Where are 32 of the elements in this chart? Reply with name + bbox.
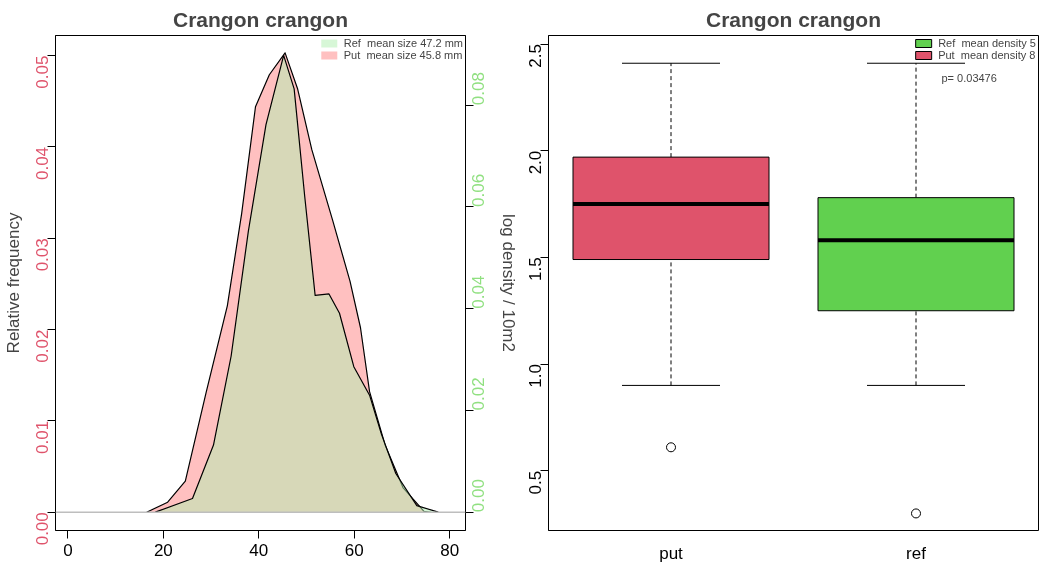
legend-label: Ref mean size 47.2 mm <box>343 37 463 49</box>
y2-tick-label: 0.02 <box>469 377 489 411</box>
legend-label: Put mean size 45.8 mm <box>343 49 463 61</box>
y-tick-label: 0.5 <box>526 470 546 495</box>
y2-axis-title: log density / 10m2 <box>498 214 518 352</box>
x-tick-label: 60 <box>344 540 364 560</box>
y-tick-label: 0.05 <box>33 55 53 89</box>
x-tick-label: 80 <box>440 540 460 560</box>
y-tick-label: 0.01 <box>33 420 53 454</box>
y-tick-label: 2.5 <box>526 44 546 68</box>
annotation: p= 0.03476 <box>941 71 997 84</box>
legend-label: Put mean density 8 <box>938 49 1036 61</box>
y-tick-label: 1.0 <box>526 364 546 388</box>
y2-tick-label: 0.04 <box>469 275 489 309</box>
y-axis-title: Relative frequency <box>3 212 23 354</box>
y-tick-label: 1.5 <box>526 257 546 282</box>
y-tick-label: 0.04 <box>33 146 53 181</box>
y-tick-label: 0.03 <box>33 238 53 272</box>
y-tick-label: 0.00 <box>33 512 53 546</box>
legend-label: Ref mean density 5 <box>938 37 1036 49</box>
x-tick-label: put <box>659 543 684 563</box>
chart-title: Crangon crangon <box>173 7 349 31</box>
x-tick-label: ref <box>906 543 927 563</box>
chart-title: Crangon crangon <box>706 7 882 31</box>
y-tick-label: 0.02 <box>33 329 53 363</box>
y-tick-label: 2.0 <box>526 150 546 175</box>
y2-tick-label: 0.00 <box>469 479 489 513</box>
x-tick-label: 20 <box>153 540 173 560</box>
y2-tick-label: 0.08 <box>469 72 489 106</box>
x-tick-label: 0 <box>63 540 73 560</box>
y2-tick-label: 0.06 <box>469 173 489 207</box>
x-tick-label: 40 <box>249 540 269 560</box>
